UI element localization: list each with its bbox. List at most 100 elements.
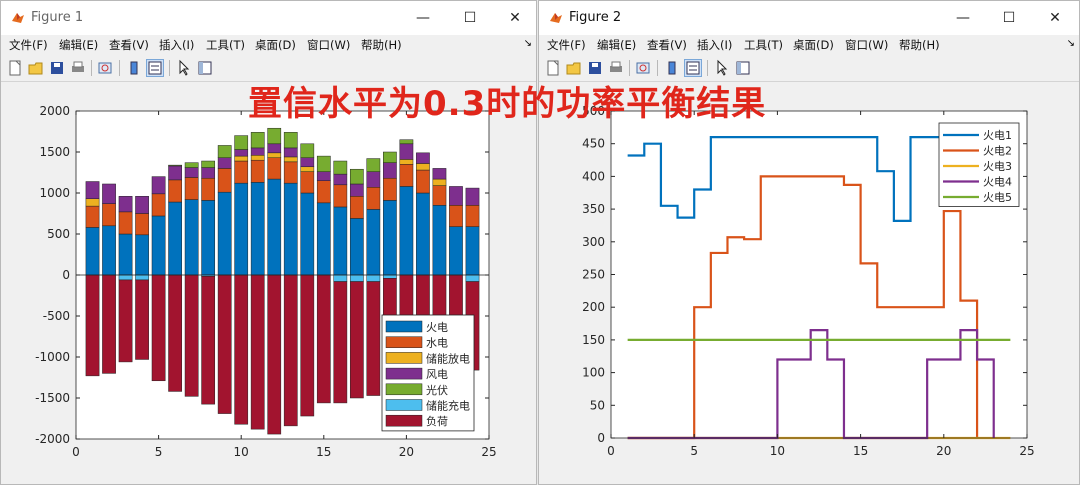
legend-label: 风电 <box>426 368 448 381</box>
bar-segment <box>267 178 282 276</box>
bar-segment <box>333 173 348 186</box>
bar-segment <box>267 157 282 180</box>
x-tick-label: 5 <box>155 445 163 459</box>
bar-segment <box>449 186 463 206</box>
dock-arrow-icon[interactable]: ↘ <box>523 38 532 49</box>
bar-segment <box>366 158 381 172</box>
menu-insert[interactable]: 插入(I) <box>159 38 195 52</box>
bar-segment <box>184 167 199 178</box>
bar-segment <box>168 274 182 392</box>
bar-segment <box>300 274 315 417</box>
close-button[interactable]: ✕ <box>1049 10 1061 26</box>
menu-desktop[interactable]: 桌面(D) <box>793 38 834 52</box>
menu-help[interactable]: 帮助(H) <box>361 38 402 52</box>
menu-window[interactable]: 窗口(W) <box>307 38 351 52</box>
maximize-button[interactable]: ☐ <box>1002 10 1016 26</box>
minimize-button[interactable]: — <box>956 10 970 26</box>
menu-tools[interactable]: 工具(T) <box>206 38 245 52</box>
bar-segment <box>399 186 414 276</box>
print-icon[interactable] <box>607 59 625 77</box>
menu-window[interactable]: 窗口(W) <box>845 38 889 52</box>
toolbar <box>539 55 1079 82</box>
bar-segment <box>267 143 282 154</box>
menu-edit[interactable]: 编辑(E) <box>59 38 99 52</box>
bar-chart: 0 5 10 15 20 25 -2000 -1500 -1000 -500 0 500 1000 150… <box>35 104 497 459</box>
figure2-titlebar[interactable]: Figure 2 — ☐ ✕ <box>539 1 1079 35</box>
bar-segment <box>383 177 397 201</box>
bar-segment <box>168 201 182 276</box>
legend-swatch <box>385 367 423 380</box>
bar-segment <box>366 274 381 282</box>
bar-segment <box>151 274 166 382</box>
legend-label: 光伏 <box>426 383 448 397</box>
bar-segment <box>102 203 116 227</box>
bar-segment <box>135 234 149 276</box>
legend-label: 火电 <box>426 321 448 334</box>
y-tick-label: 2000 <box>39 104 70 118</box>
figure1-titlebar[interactable]: Figure 1 — ☐ ✕ <box>1 1 536 35</box>
bar-segment <box>85 198 100 207</box>
bar-segment <box>102 225 116 276</box>
colorbar-icon[interactable] <box>663 59 681 77</box>
property-inspector-icon[interactable] <box>196 59 214 77</box>
open-file-icon[interactable] <box>565 59 583 77</box>
menu-insert[interactable]: 插入(I) <box>697 38 733 52</box>
new-figure-icon[interactable] <box>6 59 24 77</box>
bar-segment <box>349 196 364 219</box>
menu-file[interactable]: 文件(F) <box>9 38 48 52</box>
bar-segment <box>118 233 133 276</box>
menu-file[interactable]: 文件(F) <box>547 38 586 52</box>
bar-segment <box>201 160 216 168</box>
x-tick-label: 5 <box>690 444 698 458</box>
bar-segment <box>151 193 166 217</box>
bar-segment <box>383 200 397 276</box>
menu-tools[interactable]: 工具(T) <box>744 38 783 52</box>
bar-segment <box>449 205 463 227</box>
y-tick-label: 1000 <box>39 186 70 200</box>
bar-segment <box>250 159 265 183</box>
menu-view[interactable]: 查看(V) <box>109 38 149 52</box>
toolbar <box>1 55 536 82</box>
menu-view[interactable]: 查看(V) <box>647 38 687 52</box>
bar-segment <box>234 135 249 150</box>
toolbar-separator <box>707 60 708 76</box>
colorbar-icon[interactable] <box>125 59 143 77</box>
legend-swatch <box>385 414 423 427</box>
pointer-icon[interactable] <box>713 59 731 77</box>
bar-segment <box>267 152 282 158</box>
bar-segment <box>151 215 166 276</box>
bar-segment <box>399 143 414 160</box>
bar-segment <box>399 159 414 165</box>
menu-desktop[interactable]: 桌面(D) <box>255 38 296 52</box>
bar-segment <box>432 168 447 180</box>
print-icon[interactable] <box>69 59 87 77</box>
bar-segment <box>283 132 298 149</box>
x-tick-label: 25 <box>481 445 496 459</box>
link-plot-icon[interactable] <box>634 59 652 77</box>
bar-segment <box>333 160 348 175</box>
bar-segment <box>416 169 430 194</box>
bar-segment <box>465 274 480 282</box>
property-inspector-icon[interactable] <box>734 59 752 77</box>
open-file-icon[interactable] <box>27 59 45 77</box>
bar-segment <box>316 274 331 404</box>
minimize-button[interactable]: — <box>416 10 430 26</box>
bar-segment <box>234 182 249 276</box>
bar-segment <box>283 147 298 158</box>
save-icon[interactable] <box>48 59 66 77</box>
dock-arrow-icon[interactable]: ↘ <box>1066 38 1075 49</box>
close-button[interactable]: ✕ <box>509 10 521 26</box>
link-plot-icon[interactable] <box>96 59 114 77</box>
x-tick-label: 10 <box>234 445 249 459</box>
maximize-button[interactable]: ☐ <box>463 10 477 26</box>
pointer-icon[interactable] <box>175 59 193 77</box>
legend-swatch <box>385 336 423 348</box>
menu-help[interactable]: 帮助(H) <box>899 38 940 52</box>
bar-segment <box>432 185 447 206</box>
menu-edit[interactable]: 编辑(E) <box>597 38 637 52</box>
legend-icon[interactable] <box>684 59 702 77</box>
legend-icon[interactable] <box>146 59 164 77</box>
new-figure-icon[interactable] <box>544 59 562 77</box>
window-title: Figure 2 <box>569 10 622 25</box>
save-icon[interactable] <box>586 59 604 77</box>
